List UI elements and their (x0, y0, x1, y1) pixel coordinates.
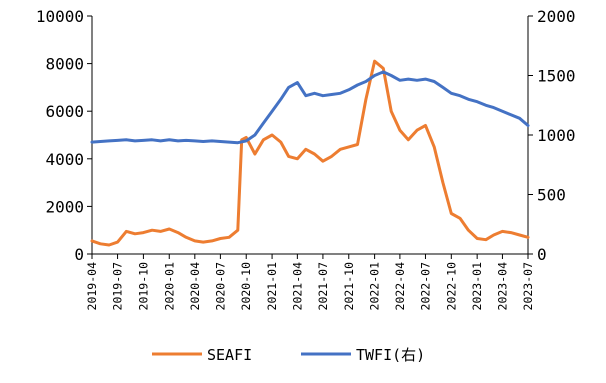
legend-label: SEAFI (207, 346, 252, 364)
right-tick-label: 2000 (537, 7, 576, 26)
x-tick-label: 2023-04 (495, 262, 509, 311)
x-tick-label: 2019-07 (111, 262, 125, 311)
x-tick-label: 2022-10 (444, 262, 458, 311)
left-tick-label: 4000 (45, 150, 84, 169)
x-tick-label: 2022-04 (393, 262, 407, 311)
legend-label: TWFI(右) (356, 346, 425, 364)
right-tick-label: 1000 (537, 126, 576, 145)
x-tick-label: 2021-04 (290, 262, 304, 311)
x-axis: 2019-04 2019-07 2019-10 2020-01 2020-04 2020-… (85, 253, 535, 311)
right-tick-label: 0 (537, 245, 547, 264)
left-tick-label: 8000 (45, 55, 84, 74)
x-tick-label: 2021-10 (342, 262, 356, 311)
x-tick-label: 2021-01 (265, 262, 279, 311)
left-tick-label: 0 (74, 245, 84, 264)
x-tick-label: 2020-07 (213, 262, 227, 311)
right-y-axis: 0 500 1000 1500 2000 (527, 7, 576, 264)
x-tick-label: 2022-07 (418, 262, 432, 311)
left-tick-label: 2000 (45, 197, 84, 216)
x-tick-label: 2023-07 (521, 262, 535, 311)
right-tick-label: 500 (537, 186, 566, 205)
x-tick-label: 2022-01 (368, 262, 382, 311)
left-y-axis: 0 2000 4000 6000 8000 10000 (36, 7, 93, 264)
left-tick-label: 6000 (45, 102, 84, 121)
x-tick-label: 2019-04 (85, 262, 99, 311)
right-tick-label: 1500 (537, 67, 576, 86)
x-tick-label: 2019-10 (136, 262, 150, 311)
x-tick-label: 2021-07 (316, 262, 330, 311)
legend: SEAFI TWFI(右) (152, 346, 425, 364)
series-layer (90, 59, 530, 247)
x-tick-label: 2020-01 (162, 262, 176, 311)
series-line-twfi (90, 70, 530, 145)
x-tick-label: 2020-10 (239, 262, 253, 311)
x-tick-label: 2020-04 (188, 262, 202, 311)
left-tick-label: 10000 (36, 7, 84, 26)
x-tick-label: 2023-01 (470, 262, 484, 311)
series-line-seafi (90, 59, 530, 247)
